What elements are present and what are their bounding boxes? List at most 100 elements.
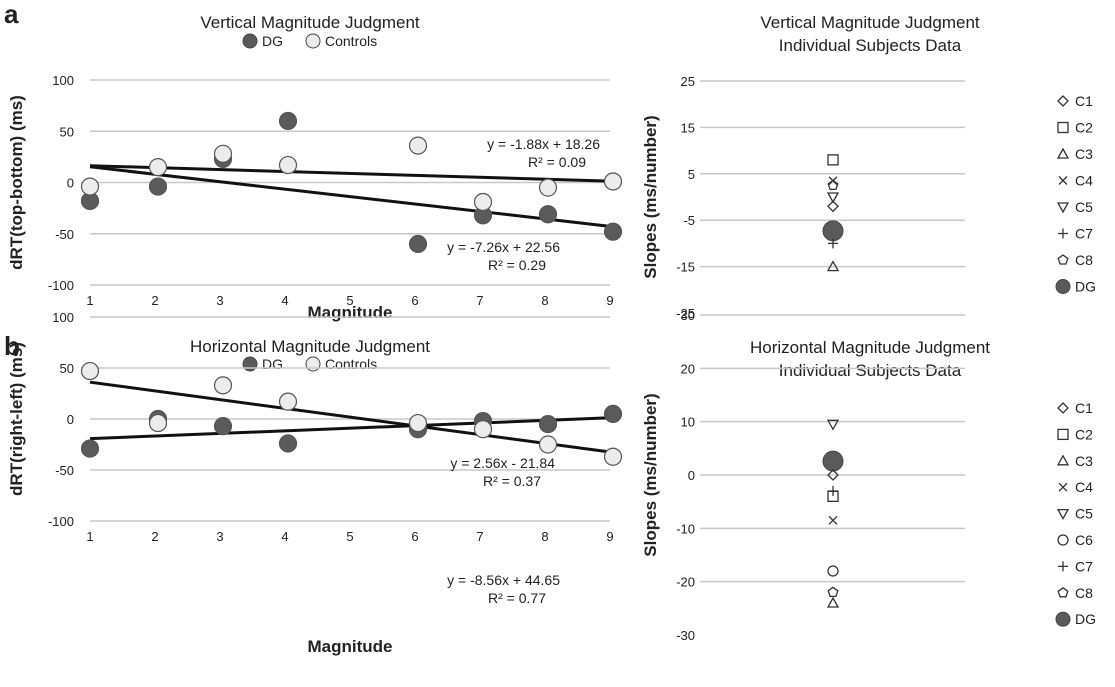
data-point-c3 (826, 596, 840, 608)
chart-title: Vertical Magnitude Judgment (760, 13, 980, 32)
chart-title: Horizontal Magnitude Judgment (190, 337, 430, 356)
y-tick-label: 30 (681, 308, 695, 323)
y-tick-label: 5 (688, 167, 695, 182)
data-point-c7 (828, 238, 838, 249)
legend-marker-c7 (1058, 228, 1068, 239)
data-point-dg (603, 222, 623, 241)
legend-label-c4: C4 (1075, 173, 1093, 189)
legend-marker-dg (242, 356, 258, 372)
data-point-controls (473, 420, 493, 439)
x-tick-label: 7 (476, 293, 483, 308)
data-point-controls (213, 376, 233, 395)
legend-label-c8: C8 (1075, 585, 1093, 601)
data-point-controls (80, 361, 100, 381)
chart-subtitle: Individual Subjects Data (779, 36, 962, 55)
legend-label-dg: DG (1075, 611, 1096, 627)
trendline-equation-controls: y = -1.88x + 18.26 (487, 136, 600, 152)
legend-marker-c7 (1058, 561, 1068, 572)
data-point-c2 (827, 154, 839, 166)
data-point-dg (603, 404, 623, 423)
trendline-dg (89, 416, 611, 441)
y-tick-label: -10 (676, 521, 695, 536)
trendline-r2-controls: R² = 0.09 (528, 154, 586, 170)
trendline-controls (89, 380, 611, 454)
legend-label-c7: C7 (1075, 226, 1093, 242)
y-tick-label: 10 (681, 415, 695, 430)
data-point-c1 (827, 469, 839, 481)
legend-marker-c3 (1056, 454, 1070, 466)
y-tick-label: 20 (681, 361, 695, 376)
data-point-dg (213, 417, 233, 436)
data-point-c4 (828, 515, 838, 525)
legend-marker-c5 (1056, 202, 1070, 214)
data-point-controls (603, 447, 623, 466)
legend-label-c1: C1 (1075, 400, 1093, 416)
legend-label-c3: C3 (1075, 453, 1093, 469)
legend-marker-controls (305, 33, 321, 49)
legend-marker-c2 (1057, 428, 1069, 441)
legend-label-c2: C2 (1075, 120, 1093, 136)
y-tick-label: 50 (60, 124, 74, 139)
trendline-equation-controls: y = -8.56x + 44.65 (447, 572, 560, 588)
legend-label-c8: C8 (1075, 252, 1093, 268)
legend-label-dg: DG (1075, 279, 1096, 295)
x-tick-label: 9 (606, 293, 613, 308)
data-point-controls (213, 144, 233, 163)
x-tick-label: 1 (86, 293, 93, 308)
data-point-dg (278, 434, 298, 453)
chart-subtitle: Individual Subjects Data (779, 361, 962, 380)
data-point-controls (148, 158, 168, 177)
y-tick-label: -25 (676, 306, 695, 321)
y-tick-label: -20 (676, 575, 695, 590)
legend-marker-controls (305, 356, 321, 372)
y-tick-label: -100 (48, 514, 74, 529)
panel-letter-a: a (4, 0, 19, 29)
y-axis-label: Slopes (ms/number) (641, 115, 660, 278)
data-point-controls (538, 435, 558, 454)
data-point-controls (473, 192, 493, 212)
data-point-controls (603, 172, 623, 191)
legend-marker-c8 (1057, 254, 1069, 265)
x-tick-label: 6 (411, 293, 418, 308)
legend-label-c5: C5 (1075, 506, 1093, 522)
data-point-c6 (827, 565, 839, 577)
data-point-c1 (827, 200, 839, 213)
y-axis-label: Slopes (ms/number) (641, 393, 660, 556)
data-point-controls (278, 392, 298, 411)
x-tick-label: 2 (151, 293, 158, 308)
legend-label-controls: Controls (325, 356, 377, 372)
data-point-controls (278, 155, 298, 175)
data-point-dg (408, 234, 428, 254)
data-point-c5 (826, 192, 840, 204)
legend-label-dg: DG (262, 33, 283, 49)
legend-label-c7: C7 (1075, 558, 1093, 574)
chart-horizontal-individual-slopes: Horizontal Magnitude Judgment Individual … (641, 308, 1096, 643)
legend-label-controls: Controls (325, 33, 377, 49)
x-tick-label: 4 (281, 293, 288, 308)
y-tick-label: 25 (681, 74, 695, 89)
x-tick-label: 3 (216, 293, 223, 308)
panel-letter-b: b (4, 331, 20, 361)
y-tick-label: 0 (67, 176, 74, 191)
trendline-r2-dg: R² = 0.29 (488, 257, 546, 273)
x-tick-label: 4 (281, 529, 288, 544)
trendline-r2-dg: R² = 0.37 (483, 473, 541, 489)
legend-marker-dg (242, 33, 258, 49)
legend-label-dg: DG (262, 356, 283, 372)
legend-marker-dg (1055, 611, 1071, 627)
data-point-controls (80, 177, 100, 196)
legend-label-c6: C6 (1075, 532, 1093, 548)
data-point-dg (538, 415, 558, 434)
y-tick-label: -15 (676, 260, 695, 275)
legend-marker-c6 (1057, 534, 1069, 546)
x-tick-label: 2 (151, 529, 158, 544)
legend-label-c2: C2 (1075, 426, 1093, 442)
y-tick-label: -100 (48, 278, 74, 293)
y-tick-label: 0 (688, 468, 695, 483)
data-point-dg (80, 439, 100, 458)
x-tick-label: 1 (86, 529, 93, 544)
x-tick-label: 8 (541, 293, 548, 308)
x-tick-label: 8 (541, 529, 548, 544)
trendline-controls (89, 164, 611, 183)
